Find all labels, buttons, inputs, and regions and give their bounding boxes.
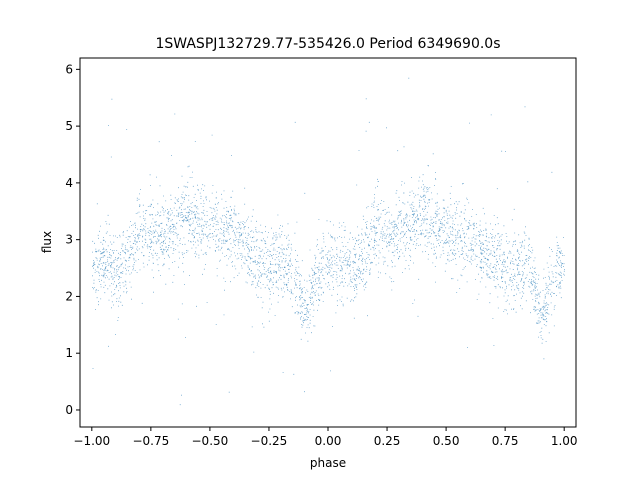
- y-tick-label: 6: [65, 62, 73, 76]
- y-tick-label: 4: [65, 176, 73, 190]
- x-tick-label: −0.50: [192, 434, 229, 448]
- y-tick-label: 5: [65, 119, 73, 133]
- y-tick-label: 1: [65, 346, 73, 360]
- x-axis-label: phase: [310, 456, 346, 470]
- x-axis-ticks: −1.00 −0.75 −0.50 −0.25 0.00 0.25 0.50 0.75 1.00: [73, 427, 578, 448]
- x-tick-label: −1.00: [73, 434, 110, 448]
- x-tick-label: −0.25: [251, 434, 288, 448]
- x-tick-label: −0.75: [132, 434, 169, 448]
- x-tick-label: 0.00: [315, 434, 342, 448]
- x-tick-label: 0.75: [492, 434, 519, 448]
- data-points: [92, 77, 565, 406]
- y-tick-label: 3: [65, 233, 73, 247]
- y-axis-label: flux: [40, 231, 54, 253]
- chart-title: 1SWASPJ132729.77-535426.0 Period 6349690…: [155, 36, 500, 52]
- flux-point: [92, 77, 565, 406]
- x-tick-label: 0.50: [433, 434, 460, 448]
- y-tick-label: 0: [65, 403, 73, 417]
- plot-frame: [79, 57, 577, 428]
- x-tick-label: 1.00: [551, 434, 578, 448]
- x-tick-label: 0.25: [374, 434, 401, 448]
- y-axis-ticks: 0 1 2 3 4 5 6: [65, 62, 80, 417]
- y-tick-label: 2: [65, 289, 73, 303]
